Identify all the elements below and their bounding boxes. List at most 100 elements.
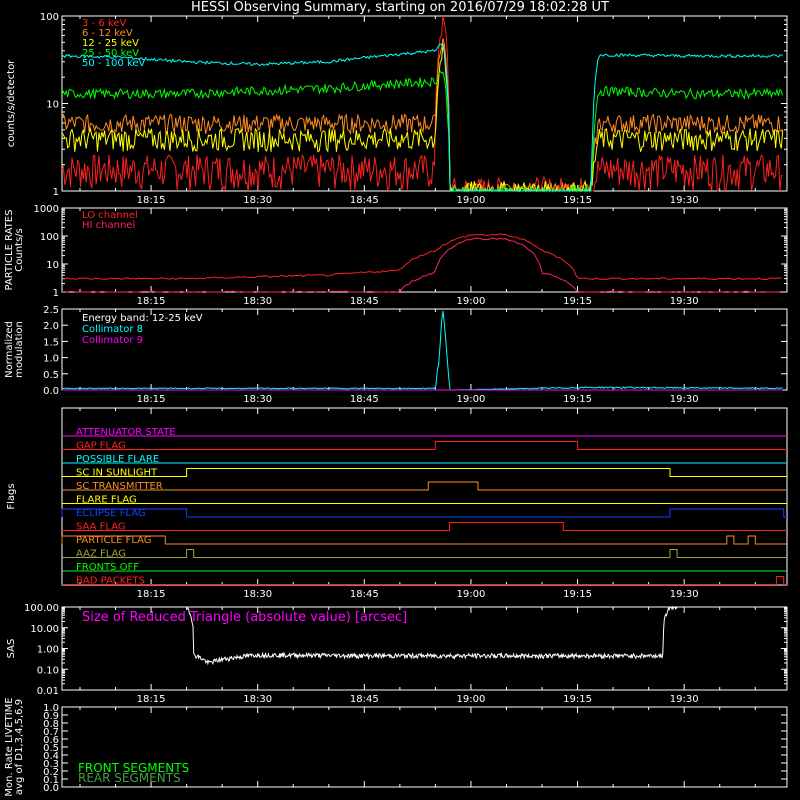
x-tick-label: 19:00 xyxy=(457,195,486,206)
x-tick-label: 19:00 xyxy=(457,694,486,705)
y-tick-label: 0.6 xyxy=(43,735,59,746)
flag-label-fronts-off: FRONTS OFF xyxy=(76,562,139,573)
y-tick-label: 100.00 xyxy=(24,603,59,614)
chart-title: HESSI Observing Summary, starting on 201… xyxy=(191,0,609,15)
counts-legend-entry: 50 - 100 keV xyxy=(82,58,146,69)
x-tick-label: 18:30 xyxy=(243,394,272,405)
counts-legend-entry: 12 - 25 keV xyxy=(82,38,139,49)
x-tick-label: 18:15 xyxy=(137,589,166,600)
particle-legend-entry: LO channel xyxy=(82,210,138,221)
y-tick-label: 1.0 xyxy=(43,354,59,365)
series-line-hi-channel xyxy=(61,237,782,293)
y-tick-label: 10 xyxy=(46,100,59,111)
x-tick-label: 19:15 xyxy=(563,195,592,206)
y-tick-label: 10.00 xyxy=(30,624,59,635)
y-tick-label: 0.01 xyxy=(37,686,59,697)
panel-frame-particle xyxy=(61,207,788,293)
y-tick-label: 0.5 xyxy=(43,370,59,381)
flag-label-possible-flare: POSSIBLE FLARE xyxy=(76,454,159,465)
flag-trace xyxy=(62,522,787,531)
livetime-legend-entry: FRONT SEGMENTS xyxy=(78,761,189,775)
y-tick-label: 0.10 xyxy=(37,665,59,676)
x-tick-label: 19:00 xyxy=(457,589,486,600)
x-tick-label: 18:45 xyxy=(350,394,379,405)
flag-trace xyxy=(62,468,787,477)
x-tick-label: 19:00 xyxy=(457,394,486,405)
y-axis-label: Normalized xyxy=(4,321,15,378)
y-axis-label: Flags xyxy=(6,483,17,509)
x-tick-label: 18:45 xyxy=(350,589,379,600)
flag-label-attenuator-state: ATTENUATOR STATE xyxy=(76,427,176,438)
flag-label-saa-flag: SAA FLAG xyxy=(76,522,126,533)
flag-trace xyxy=(61,508,787,518)
y-tick-label: 100 xyxy=(40,12,59,23)
x-tick-label: 19:15 xyxy=(563,296,592,307)
y-axis-label: SAS xyxy=(6,639,17,659)
x-tick-label: 19:30 xyxy=(670,394,699,405)
y-tick-label: 1 xyxy=(53,288,59,299)
livetime-legend-entry: REAR SEGMENTS xyxy=(78,771,181,785)
y-tick-label: 0.5 xyxy=(43,743,59,754)
y-tick-label: 0.0 xyxy=(43,386,59,397)
flag-label-bad-packets: BAD PACKETS xyxy=(76,576,145,587)
y-tick-label: 0.7 xyxy=(43,727,59,738)
y-tick-label: 1 xyxy=(53,187,59,198)
y-tick-label: 2.5 xyxy=(43,305,59,316)
modulation-legend-entry: Collimator 8 xyxy=(82,324,143,335)
sas-annotation: Size of Reduced Triangle (absolute value… xyxy=(82,610,407,625)
series-line-3-6-kev xyxy=(61,15,783,193)
y-tick-label: 2.0 xyxy=(43,321,59,332)
x-tick-label: 19:15 xyxy=(563,589,592,600)
x-tick-label: 19:30 xyxy=(670,694,699,705)
x-tick-label: 18:15 xyxy=(137,296,166,307)
y-axis-label: modulation xyxy=(14,321,25,378)
particle-legend-entry: HI channel xyxy=(82,220,135,231)
energy-band-annotation: Energy band: 12-25 keV xyxy=(82,313,203,324)
flag-trace xyxy=(62,481,787,491)
y-tick-label: 100 xyxy=(40,232,59,243)
y-tick-label: 1.5 xyxy=(43,337,59,348)
x-tick-label: 18:30 xyxy=(243,296,272,307)
y-tick-label: 0.9 xyxy=(43,711,59,722)
x-tick-label: 18:15 xyxy=(137,195,166,206)
series-line-50-100-kev xyxy=(61,43,783,192)
x-tick-label: 19:15 xyxy=(563,394,592,405)
series-line-collimator-8 xyxy=(61,310,783,391)
y-tick-label: 0.4 xyxy=(43,751,59,762)
y-tick-label: 0.1 xyxy=(43,775,59,786)
y-tick-label: 1.00 xyxy=(37,645,59,656)
series-line-6-12-kev xyxy=(61,38,784,193)
flag-trace xyxy=(62,549,787,558)
flag-label-particle-flag: PARTICLE FLAG xyxy=(76,535,152,546)
y-tick-label: 1000 xyxy=(34,204,59,215)
y-axis-label: avg of D1,3,4,5,6,9 xyxy=(14,699,25,795)
x-tick-label: 19:30 xyxy=(670,296,699,307)
x-tick-label: 19:15 xyxy=(563,694,592,705)
x-tick-label: 18:30 xyxy=(243,589,272,600)
flag-label-sc-in-sunlight: SC IN SUNLIGHT xyxy=(76,468,158,479)
counts-legend-entry: 6 - 12 keV xyxy=(82,28,133,39)
flag-label-flare-flag: FLARE FLAG xyxy=(76,495,137,506)
modulation-legend-entry: Collimator 9 xyxy=(82,335,143,346)
flag-trace xyxy=(62,576,787,585)
x-tick-label: 18:30 xyxy=(243,694,272,705)
flag-label-eclipse-flag: ECLIPSE FLAG xyxy=(76,508,146,519)
x-tick-label: 18:30 xyxy=(243,195,272,206)
flag-trace xyxy=(61,535,787,545)
x-tick-label: 18:15 xyxy=(137,394,166,405)
y-axis-label: PARTICLE RATES xyxy=(4,210,15,291)
counts-legend-entry: 3 - 6 keV xyxy=(82,18,126,29)
y-axis-label: Counts/s xyxy=(14,228,25,272)
y-tick-label: 0.3 xyxy=(43,759,59,770)
y-tick-label: 0.0 xyxy=(43,783,59,794)
x-tick-label: 19:00 xyxy=(457,296,486,307)
flag-trace xyxy=(62,441,787,450)
counts-legend-entry: 25 - 50 keV xyxy=(82,48,139,59)
x-tick-label: 18:45 xyxy=(350,195,379,206)
x-tick-label: 19:30 xyxy=(670,195,699,206)
series-line-25-50-kev xyxy=(61,70,784,193)
series-line-0 xyxy=(186,605,678,666)
y-axis-label: counts/s/detector xyxy=(6,59,17,147)
flag-label-aaz-flag: AAZ FLAG xyxy=(76,549,126,560)
